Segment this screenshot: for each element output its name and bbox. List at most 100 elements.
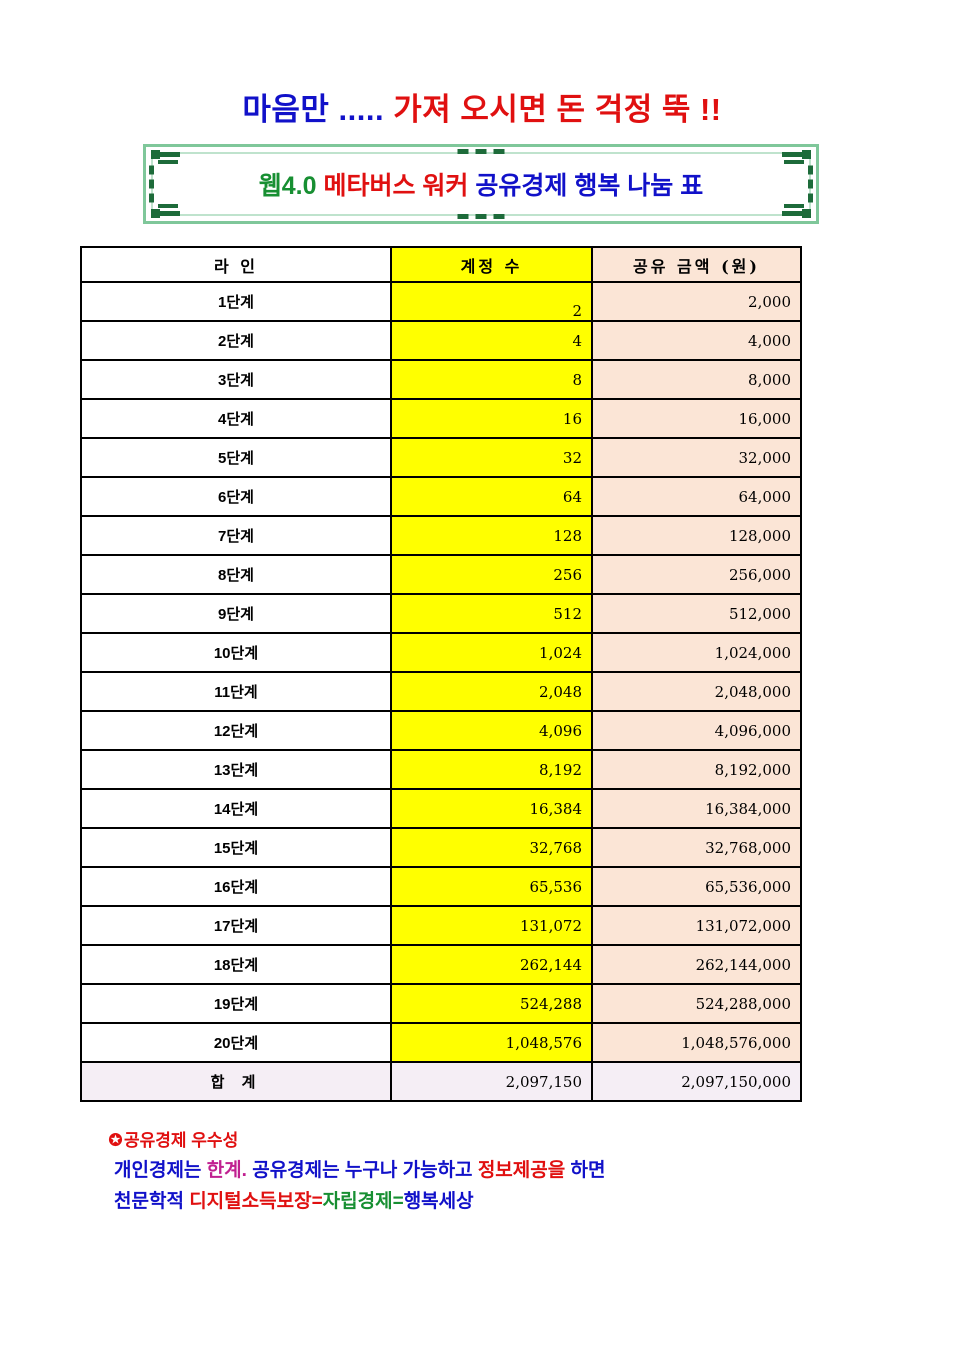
footer-heading-text: 공유경제 우수성 <box>124 1131 239 1150</box>
cell-line: 14단계 <box>80 788 392 829</box>
cell-amount: 256,000 <box>591 554 802 595</box>
cell-accounts: 16 <box>390 398 593 439</box>
frame-dots-left-icon <box>149 165 154 203</box>
cell-accounts: 4 <box>390 320 593 361</box>
footer-line3-part3: 자립경제= <box>322 1190 404 1212</box>
subtitle-decorative-frame: 웹4.0 메타버스 워커 공유경제 행복 나눔 표 <box>143 144 819 224</box>
table-row: 5단계 32 32,000 <box>80 437 802 478</box>
table-row: 13단계 8,192 8,192,000 <box>80 749 802 790</box>
column-header-line: 라 인 <box>80 246 392 283</box>
cell-amount: 524,288,000 <box>591 983 802 1024</box>
cell-accounts: 1,024 <box>390 632 593 673</box>
footer-line3-part1: 천문학적 <box>114 1190 184 1212</box>
cell-line: 6단계 <box>80 476 392 517</box>
cell-accounts: 512 <box>390 593 593 634</box>
cell-accounts: 1,048,576 <box>390 1022 593 1063</box>
cell-accounts: 128 <box>390 515 593 556</box>
cell-accounts: 8,192 <box>390 749 593 790</box>
table-row: 2단계 4 4,000 <box>80 320 802 361</box>
cell-line: 20단계 <box>80 1022 392 1063</box>
cell-amount: 262,144,000 <box>591 944 802 985</box>
cell-amount: 16,384,000 <box>591 788 802 829</box>
cell-amount: 8,000 <box>591 359 802 400</box>
cell-amount: 16,000 <box>591 398 802 439</box>
cell-line: 17단계 <box>80 905 392 946</box>
footer-line3-part2: 디지털소득보장= <box>189 1190 323 1212</box>
table-row: 8단계 256 256,000 <box>80 554 802 595</box>
frame-dots-bottom-icon <box>457 214 505 219</box>
cell-line: 11단계 <box>80 671 392 712</box>
cell-amount: 4,096,000 <box>591 710 802 751</box>
cell-accounts: 2 <box>390 281 593 322</box>
frame-dots-right-icon <box>808 165 813 203</box>
table-row: 12단계 4,096 4,096,000 <box>80 710 802 751</box>
cell-accounts: 131,072 <box>390 905 593 946</box>
table-row: 6단계 64 64,000 <box>80 476 802 517</box>
table-row: 18단계 262,144 262,144,000 <box>80 944 802 985</box>
table-row: 17단계 131,072 131,072,000 <box>80 905 802 946</box>
corner-ornament-bottom-right-icon <box>778 199 812 219</box>
cell-line: 1단계 <box>80 281 392 322</box>
column-header-amount: 공유 금액 (원) <box>591 246 802 283</box>
headline-segment-blue: 마음만 ..... <box>242 92 385 127</box>
footer-line-3: 천문학적 디지털소득보장=자립경제=행복세상 <box>108 1186 868 1217</box>
cell-line: 2단계 <box>80 320 392 361</box>
cell-accounts: 256 <box>390 554 593 595</box>
cell-line: 10단계 <box>80 632 392 673</box>
cell-accounts: 65,536 <box>390 866 593 907</box>
cell-amount: 128,000 <box>591 515 802 556</box>
cell-line: 19단계 <box>80 983 392 1024</box>
footer-line2-part4: 정보제공을 <box>477 1159 566 1181</box>
total-amount: 2,097,150,000 <box>591 1061 802 1102</box>
subtitle-segment-red: 메타버스 워커 <box>323 172 469 200</box>
table-row: 14단계 16,384 16,384,000 <box>80 788 802 829</box>
share-economy-table: 라 인 계정 수 공유 금액 (원) 1단계 2 2,000 2단계 4 4,000 3단계… <box>80 246 802 1102</box>
cell-accounts: 32 <box>390 437 593 478</box>
cell-amount: 64,000 <box>591 476 802 517</box>
cell-accounts: 2,048 <box>390 671 593 712</box>
frame-dots-top-icon <box>457 149 505 154</box>
footer-line2-part1: 개인경제는 <box>114 1159 202 1181</box>
cell-line: 3단계 <box>80 359 392 400</box>
table-total-row: 합 계 2,097,150 2,097,150,000 <box>80 1061 802 1102</box>
footer-line3-part4: 행복세상 <box>403 1190 474 1212</box>
cell-amount: 1,048,576,000 <box>591 1022 802 1063</box>
cell-line: 9단계 <box>80 593 392 634</box>
table-row: 4단계 16 16,000 <box>80 398 802 439</box>
footer-line2-part2: 한계. <box>206 1159 247 1181</box>
table-row: 1단계 2 2,000 <box>80 281 802 322</box>
cell-accounts: 32,768 <box>390 827 593 868</box>
cell-amount: 1,024,000 <box>591 632 802 673</box>
cell-line: 8단계 <box>80 554 392 595</box>
cell-amount: 512,000 <box>591 593 802 634</box>
table-header-row: 라 인 계정 수 공유 금액 (원) <box>80 246 802 283</box>
cell-line: 18단계 <box>80 944 392 985</box>
table-body: 1단계 2 2,000 2단계 4 4,000 3단계 8 8,000 4단계 16 16,000 5단… <box>80 281 802 1102</box>
cell-amount: 131,072,000 <box>591 905 802 946</box>
table-row: 7단계 128 128,000 <box>80 515 802 556</box>
cell-amount: 32,000 <box>591 437 802 478</box>
cell-accounts: 16,384 <box>390 788 593 829</box>
table-row: 9단계 512 512,000 <box>80 593 802 634</box>
table-row: 10단계 1,024 1,024,000 <box>80 632 802 673</box>
headline-segment-red: 가져 오시면 돈 걱정 뚝 !! <box>393 92 722 127</box>
cell-accounts: 4,096 <box>390 710 593 751</box>
table-row: 20단계 1,048,576 1,048,576,000 <box>80 1022 802 1063</box>
cell-amount: 65,536,000 <box>591 866 802 907</box>
footer-notes: 공유경제 우수성 개인경제는 한계. 공유경제는 누구나 가능하고 정보제공을 … <box>108 1128 868 1217</box>
cell-line: 5단계 <box>80 437 392 478</box>
cell-amount: 2,000 <box>591 281 802 322</box>
column-header-accounts: 계정 수 <box>390 246 593 283</box>
table-row: 3단계 8 8,000 <box>80 359 802 400</box>
footer-line2-part5: 하면 <box>570 1159 606 1181</box>
corner-ornament-bottom-left-icon <box>150 199 184 219</box>
cell-line: 12단계 <box>80 710 392 751</box>
cell-line: 15단계 <box>80 827 392 868</box>
table-row: 16단계 65,536 65,536,000 <box>80 866 802 907</box>
title-area: 마음만 ..... 가져 오시면 돈 걱정 뚝 !! <box>0 92 964 128</box>
cell-line: 4단계 <box>80 398 392 439</box>
cell-accounts: 8 <box>390 359 593 400</box>
cell-accounts: 64 <box>390 476 593 517</box>
footer-heading: 공유경제 우수성 <box>108 1128 868 1155</box>
subtitle-segment-blue: 공유경제 행복 나눔 표 <box>475 172 704 200</box>
